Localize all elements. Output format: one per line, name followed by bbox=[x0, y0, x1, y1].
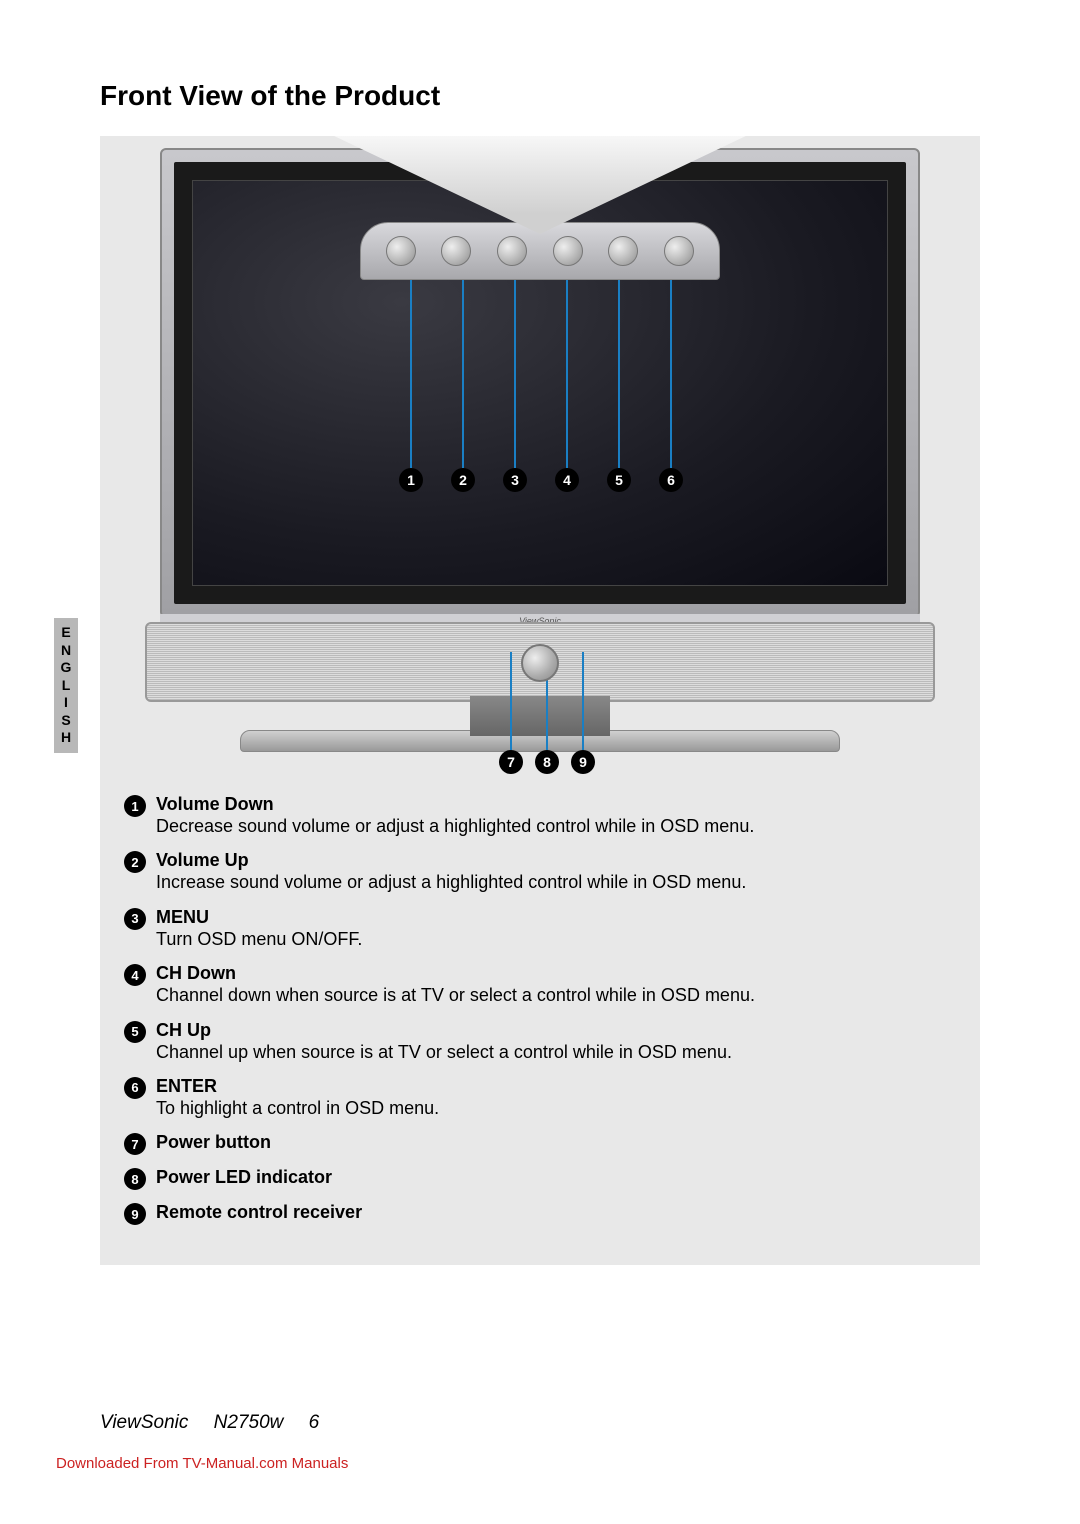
legend-text: CH DownChannel down when source is at TV… bbox=[156, 963, 956, 1007]
legend-item: 7 Power button bbox=[124, 1132, 956, 1155]
legend-text: Power LED indicator bbox=[156, 1167, 956, 1188]
legend-description: Channel up when source is at TV or selec… bbox=[156, 1041, 956, 1064]
legend-number: 7 bbox=[124, 1133, 146, 1155]
callout-number: 8 bbox=[535, 750, 559, 774]
language-tab: ENGLISH bbox=[54, 618, 78, 753]
legend-description: Increase sound volume or adjust a highli… bbox=[156, 871, 956, 894]
legend-description: Channel down when source is at TV or sel… bbox=[156, 984, 956, 1007]
callout-number: 7 bbox=[499, 750, 523, 774]
legend-item: 9 Remote control receiver bbox=[124, 1202, 956, 1225]
callout-number: 1 bbox=[399, 468, 423, 492]
legend-item: 3 MENUTurn OSD menu ON/OFF. bbox=[124, 907, 956, 951]
legend-number: 8 bbox=[124, 1168, 146, 1190]
legend-item: 8 Power LED indicator bbox=[124, 1167, 956, 1190]
callout-number: 6 bbox=[659, 468, 683, 492]
legend-number: 5 bbox=[124, 1021, 146, 1043]
legend-item: 4 CH DownChannel down when source is at T… bbox=[124, 963, 956, 1007]
callout-line bbox=[670, 266, 672, 468]
legend-title: Power LED indicator bbox=[156, 1167, 956, 1188]
legend-number: 9 bbox=[124, 1203, 146, 1225]
callout-line bbox=[566, 266, 568, 468]
callout-number: 2 bbox=[451, 468, 475, 492]
callout-number: 5 bbox=[607, 468, 631, 492]
legend-text: Volume DownDecrease sound volume or adju… bbox=[156, 794, 956, 838]
page-title: Front View of the Product bbox=[100, 80, 1000, 112]
legend-title: Volume Up bbox=[156, 850, 956, 871]
peel-reveal bbox=[330, 136, 750, 244]
legend-text: Remote control receiver bbox=[156, 1202, 956, 1223]
peel-flap bbox=[330, 136, 750, 234]
stand-neck bbox=[470, 696, 610, 736]
lang-tab-letter: I bbox=[56, 694, 76, 712]
lang-tab-letter: E bbox=[56, 624, 76, 642]
legend-title: Remote control receiver bbox=[156, 1202, 956, 1223]
legend-number: 3 bbox=[124, 908, 146, 930]
footer-model: N2750w bbox=[214, 1412, 284, 1433]
product-diagram: ViewSonic 123456789 bbox=[100, 136, 980, 776]
lang-tab-letter: G bbox=[56, 659, 76, 677]
lang-tab-letter: H bbox=[56, 729, 76, 747]
footer-page: 6 bbox=[309, 1412, 320, 1433]
legend-title: CH Down bbox=[156, 963, 956, 984]
callout-line bbox=[510, 652, 512, 750]
callout-line bbox=[462, 266, 464, 468]
legend-title: ENTER bbox=[156, 1076, 956, 1097]
callout-line bbox=[582, 652, 584, 750]
callout-line bbox=[410, 266, 412, 468]
footer-brand: ViewSonic bbox=[100, 1412, 188, 1433]
legend-item: 2 Volume UpIncrease sound volume or adjus… bbox=[124, 850, 956, 894]
lang-tab-letter: S bbox=[56, 712, 76, 730]
content-box: ViewSonic 123456789 1Volume DownDecrease… bbox=[100, 136, 980, 1265]
legend-text: ENTERTo highlight a control in OSD menu. bbox=[156, 1076, 956, 1120]
legend-text: Volume UpIncrease sound volume or adjust… bbox=[156, 850, 956, 894]
lang-tab-letter: N bbox=[56, 642, 76, 660]
legend-item: 5 CH UpChannel up when source is at TV or… bbox=[124, 1020, 956, 1064]
download-note: Downloaded From TV-Manual.com Manuals bbox=[56, 1455, 348, 1472]
legend-title: Power button bbox=[156, 1132, 956, 1153]
power-button-graphic bbox=[521, 644, 559, 682]
legend-text: CH UpChannel up when source is at TV or … bbox=[156, 1020, 956, 1064]
legend-title: MENU bbox=[156, 907, 956, 928]
legend-description: Turn OSD menu ON/OFF. bbox=[156, 928, 956, 951]
legend-title: Volume Down bbox=[156, 794, 956, 815]
callout-number: 9 bbox=[571, 750, 595, 774]
legend-description: To highlight a control in OSD menu. bbox=[156, 1097, 956, 1120]
lang-tab-letter: L bbox=[56, 677, 76, 695]
page-footer: ViewSonic N2750w 6 bbox=[100, 1412, 339, 1434]
legend-number: 6 bbox=[124, 1077, 146, 1099]
legend-number: 2 bbox=[124, 851, 146, 873]
callout-number: 3 bbox=[503, 468, 527, 492]
legend-text: Power button bbox=[156, 1132, 956, 1153]
callout-line bbox=[514, 266, 516, 468]
legend-title: CH Up bbox=[156, 1020, 956, 1041]
legend-list: 1 Volume DownDecrease sound volume or adj… bbox=[100, 776, 980, 1265]
callout-line bbox=[618, 266, 620, 468]
legend-text: MENUTurn OSD menu ON/OFF. bbox=[156, 907, 956, 951]
legend-item: 6 ENTERTo highlight a control in OSD menu… bbox=[124, 1076, 956, 1120]
legend-number: 1 bbox=[124, 795, 146, 817]
legend-number: 4 bbox=[124, 964, 146, 986]
legend-description: Decrease sound volume or adjust a highli… bbox=[156, 815, 956, 838]
legend-item: 1 Volume DownDecrease sound volume or adj… bbox=[124, 794, 956, 838]
callout-number: 4 bbox=[555, 468, 579, 492]
